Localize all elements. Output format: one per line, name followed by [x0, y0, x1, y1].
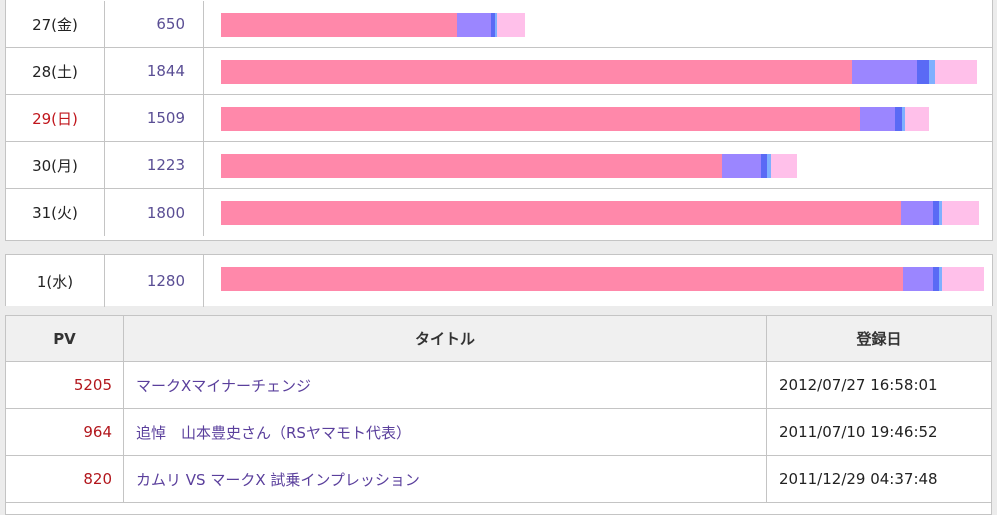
row-title-link[interactable]: マークXマイナーチェンジ — [124, 362, 767, 408]
day-pv-count: 1223 — [105, 142, 204, 188]
day-label: 30(月) — [6, 142, 105, 188]
bar-segment-1 — [221, 201, 901, 225]
day-pv-count: 650 — [105, 1, 204, 47]
bar-segment-4 — [495, 13, 497, 37]
bar-segment-3 — [491, 13, 495, 37]
day-label: 31(火) — [6, 189, 105, 236]
bar-segment-2 — [901, 201, 933, 225]
day-row: 28(土) 1844 — [6, 48, 992, 95]
day-label: 1(水) — [6, 255, 105, 307]
pv-stacked-bar — [221, 60, 977, 84]
bar-segment-1 — [221, 13, 457, 37]
row-date: 2011/12/29 04:37:48 — [779, 470, 938, 488]
bar-segment-2 — [860, 107, 895, 131]
bar-segment-2 — [722, 154, 761, 178]
day-row: 29(日) 1509 — [6, 95, 992, 142]
table-row: 964 追悼 山本豊史さん（RSヤマモト代表） 2011/07/10 19:46… — [6, 409, 991, 456]
row-pv: 964 — [6, 409, 124, 455]
day-label: 27(金) — [6, 1, 105, 47]
day-pv-count: 1800 — [105, 189, 204, 236]
bar-segment-3 — [933, 201, 939, 225]
bar-segment-2 — [457, 13, 491, 37]
day-row: 27(金) 650 — [6, 1, 992, 48]
bar-segment-5 — [942, 201, 979, 225]
day-row: 31(火) 1800 — [6, 189, 992, 236]
day-label: 29(日) — [6, 95, 105, 141]
day-pv-count: 1509 — [105, 95, 204, 141]
next-day-stats-panel: 1(水) 1280 — [5, 254, 993, 307]
bar-segment-1 — [221, 154, 722, 178]
pv-stacked-bar — [221, 201, 979, 225]
bar-segment-1 — [221, 107, 860, 131]
bar-segment-4 — [767, 154, 771, 178]
row-title-link[interactable]: カムリ VS マークX 試乗インプレッション — [124, 456, 767, 502]
row-title-link[interactable]: 追悼 山本豊史さん（RSヤマモト代表） — [124, 409, 767, 455]
row-date: 2012/07/27 16:58:01 — [779, 376, 938, 394]
bar-segment-4 — [929, 60, 935, 84]
bar-segment-3 — [933, 267, 939, 291]
bar-segment-5 — [942, 267, 984, 291]
bar-segment-4 — [939, 267, 942, 291]
day-row: 30(月) 1223 — [6, 142, 992, 189]
table-row: 5205 マークXマイナーチェンジ 2012/07/27 16:58:01 — [6, 362, 991, 409]
pv-stacked-bar — [221, 154, 797, 178]
bar-segment-5 — [905, 107, 929, 131]
bar-segment-5 — [935, 60, 977, 84]
bar-segment-3 — [761, 154, 767, 178]
bar-segment-3 — [917, 60, 929, 84]
bar-segment-3 — [895, 107, 902, 131]
row-pv: 5205 — [6, 362, 124, 408]
day-pv-count: 1844 — [105, 48, 204, 94]
bar-segment-2 — [852, 60, 917, 84]
day-row: 1(水) 1280 — [6, 255, 992, 307]
pv-stacked-bar — [221, 13, 525, 37]
bar-segment-4 — [902, 107, 905, 131]
bar-segment-2 — [903, 267, 933, 291]
title-column-header: タイトル — [124, 316, 767, 362]
pv-stacked-bar — [221, 267, 984, 291]
row-pv: 820 — [6, 456, 124, 502]
row-date: 2011/07/10 19:46:52 — [779, 423, 938, 441]
day-label: 28(土) — [6, 48, 105, 94]
table-row: 820 カムリ VS マークX 試乗インプレッション 2011/12/29 04… — [6, 456, 991, 503]
day-pv-count: 1280 — [105, 255, 204, 307]
pv-stacked-bar — [221, 107, 929, 131]
pv-column-header: PV — [6, 316, 124, 362]
daily-stats-panel: 27(金) 650 28(土) 1844 29(日) 1509 30(月) 1223 31(火)… — [5, 0, 993, 241]
bar-segment-5 — [497, 13, 525, 37]
bar-segment-5 — [771, 154, 797, 178]
bar-segment-4 — [939, 201, 942, 225]
ranking-table: PV タイトル 登録日 5205 マークXマイナーチェンジ 2012/07/27… — [5, 315, 992, 515]
date-column-header: 登録日 — [767, 316, 991, 362]
bar-segment-1 — [221, 60, 852, 84]
bar-segment-1 — [221, 267, 903, 291]
